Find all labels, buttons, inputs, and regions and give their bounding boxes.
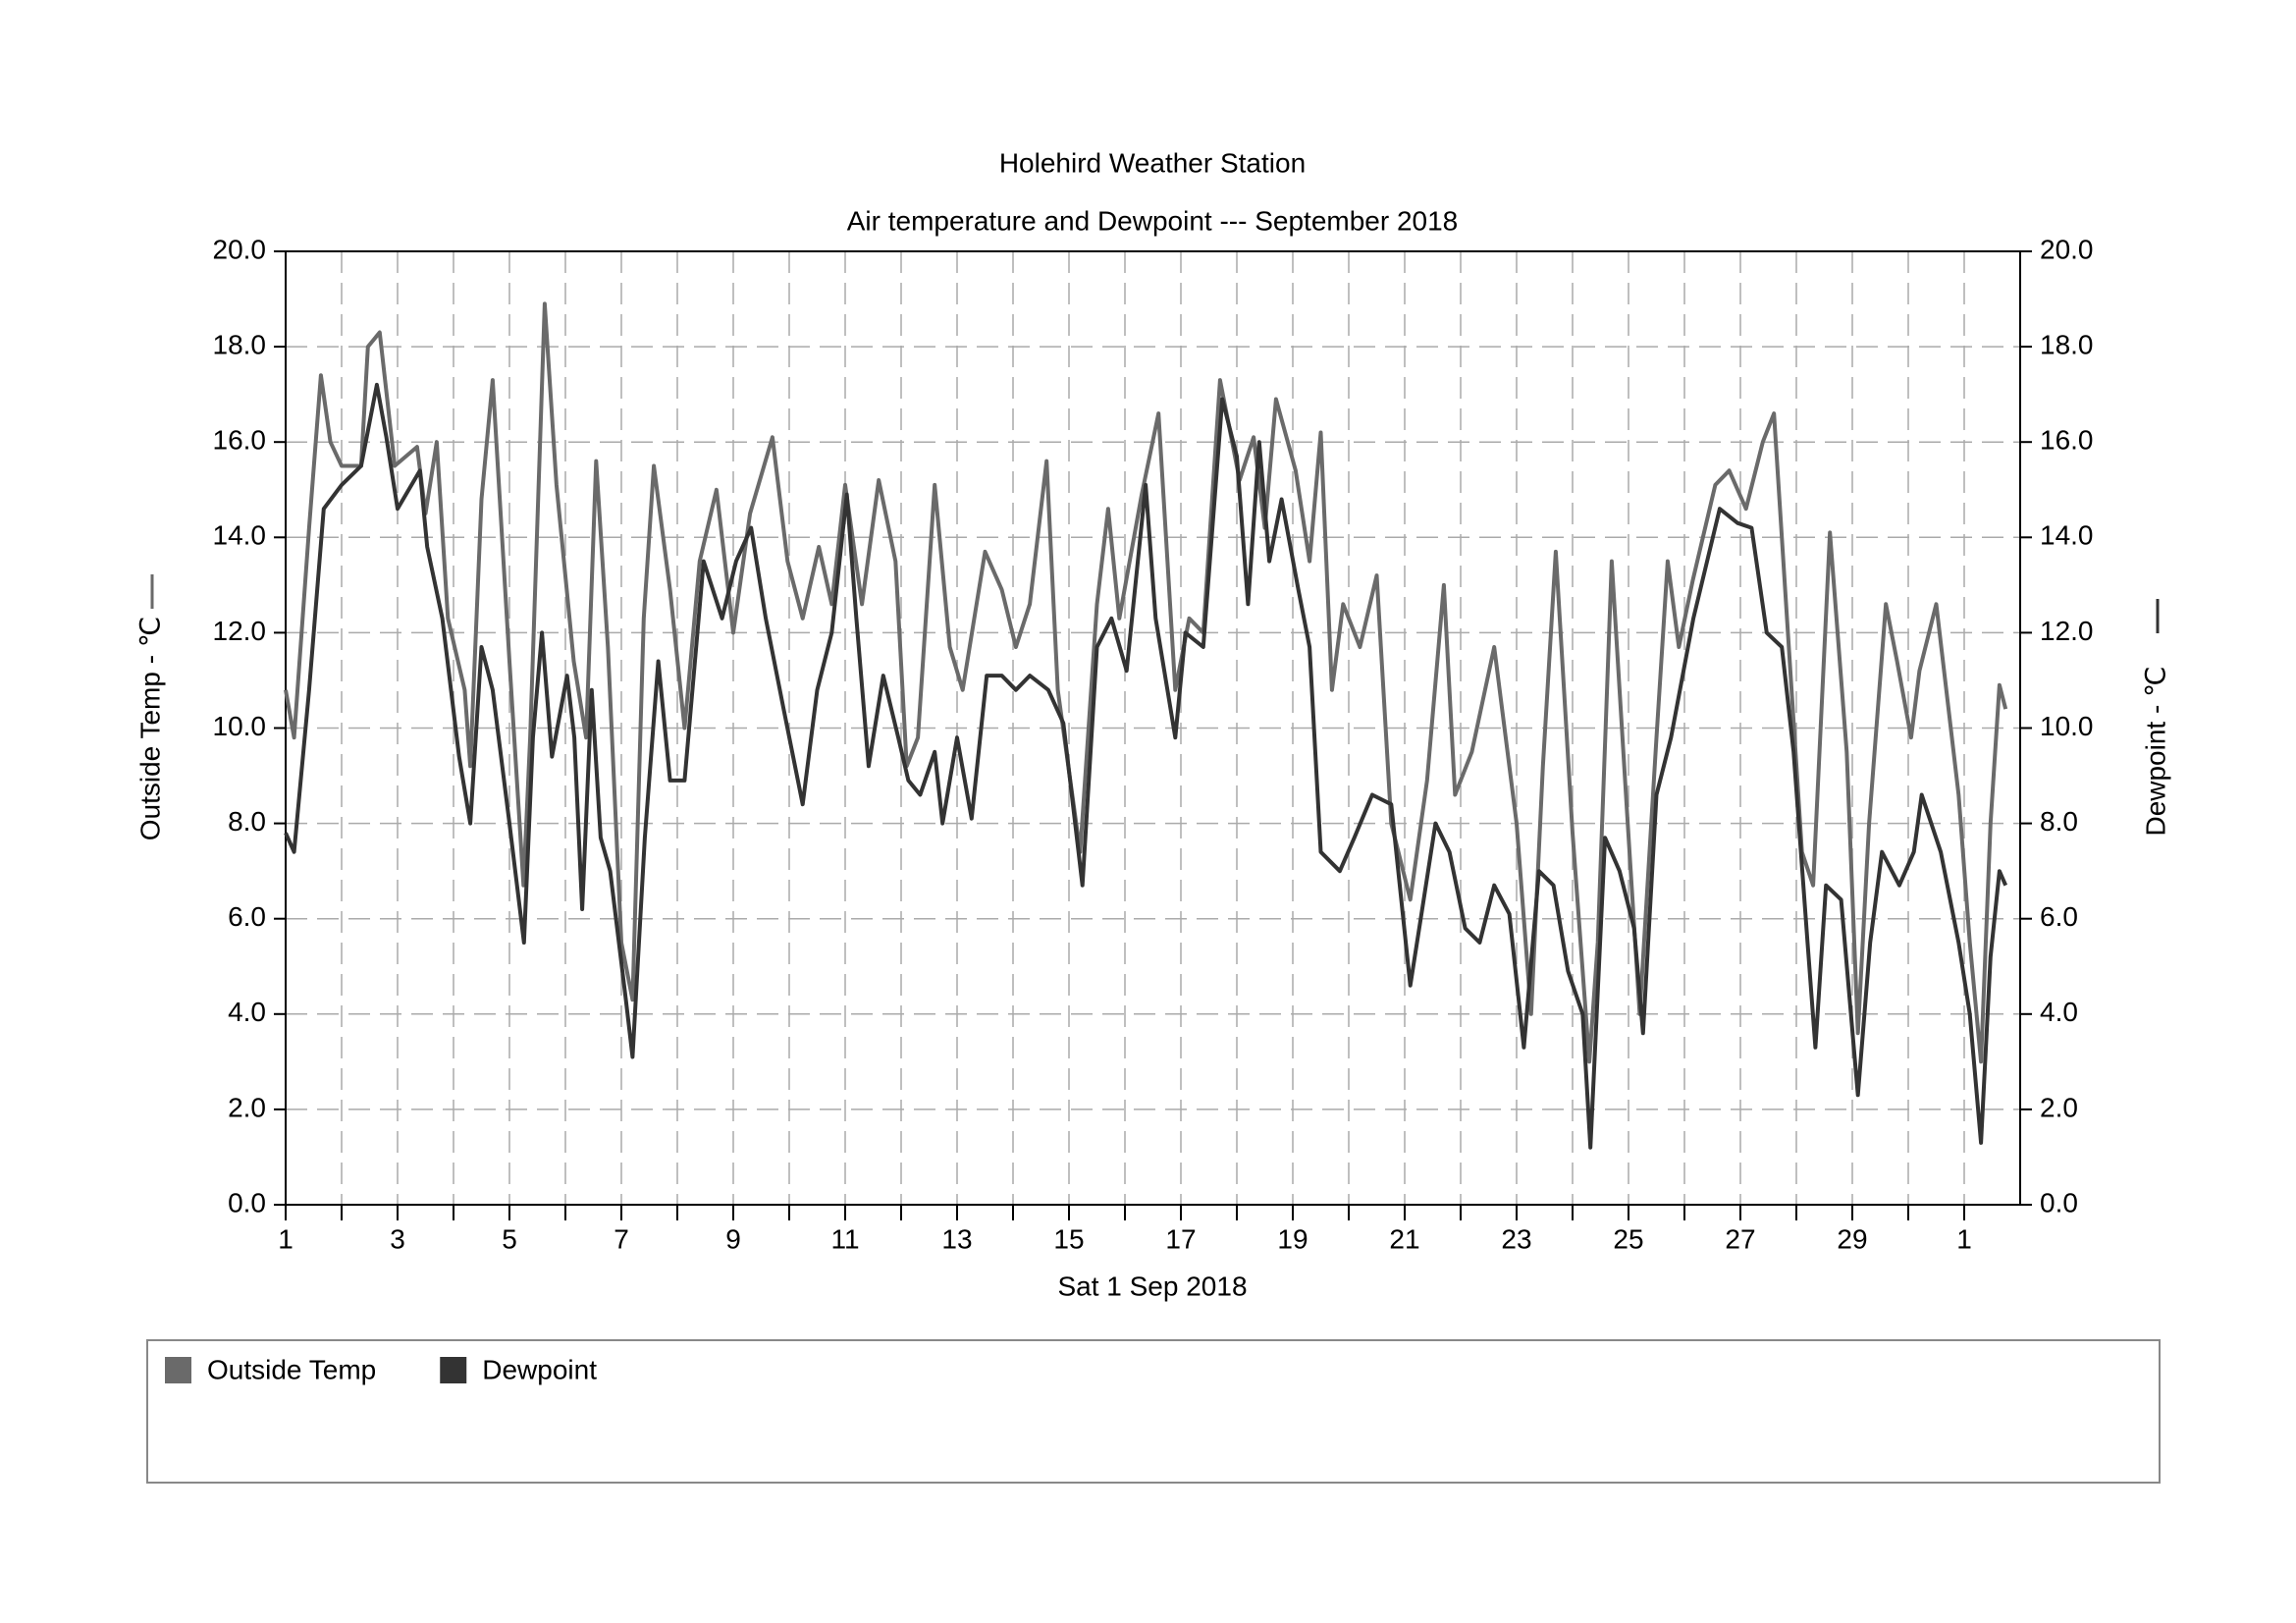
- legend-swatch: [165, 1357, 191, 1383]
- y2-tick-label: 12.0: [2040, 616, 2094, 646]
- legend-swatch: [440, 1357, 467, 1383]
- y2-tick-label: 20.0: [2040, 234, 2094, 264]
- y-tick-label: 14.0: [213, 520, 267, 551]
- x-tick-label: 13: [941, 1223, 972, 1254]
- x-tick-label: 11: [830, 1223, 859, 1254]
- x-tick-label: 23: [1501, 1223, 1531, 1254]
- plot-frame: [285, 250, 2021, 1206]
- y2-tick-label: 16.0: [2040, 425, 2094, 456]
- legend-label: Outside Temp: [207, 1354, 376, 1384]
- x-tick-label: 1: [278, 1223, 294, 1254]
- y2-tick-label: 10.0: [2040, 711, 2094, 741]
- y2-tick-label: 2.0: [2040, 1092, 2078, 1122]
- y2-tick-label: 18.0: [2040, 329, 2094, 359]
- data-line: [284, 382, 2008, 1150]
- x-tick-label: 25: [1613, 1223, 1643, 1254]
- y-tick-label: 8.0: [228, 806, 266, 837]
- x-tick-label: 27: [1725, 1223, 1755, 1254]
- chart-subtitle: Air temperature and Dewpoint --- Septemb…: [847, 205, 1459, 236]
- x-tick-label: 5: [502, 1223, 517, 1254]
- y2-tick-label: 8.0: [2040, 806, 2078, 837]
- y-tick-label: 10.0: [213, 711, 267, 741]
- y-tick-label: 16.0: [213, 425, 267, 456]
- legend-box: [146, 1339, 2161, 1484]
- y-tick-label: 6.0: [228, 901, 266, 932]
- y2-tick-label: 14.0: [2040, 520, 2094, 551]
- y2-tick-label: 4.0: [2040, 997, 2078, 1027]
- x-tick-label: 29: [1837, 1223, 1867, 1254]
- x-tick-label: 15: [1053, 1223, 1084, 1254]
- y-axis-label: Outside Temp - ℃: [134, 617, 165, 841]
- y2-tick-label: 0.0: [2040, 1187, 2078, 1217]
- y-tick-label: 2.0: [228, 1092, 266, 1122]
- legend-label: Dewpoint: [482, 1354, 597, 1384]
- x-tick-label: 7: [614, 1223, 629, 1254]
- data-line: [284, 301, 2008, 1064]
- y-tick-label: 12.0: [213, 616, 267, 646]
- x-axis-label: Sat 1 Sep 2018: [1057, 1271, 1247, 1301]
- y-tick-label: 18.0: [213, 329, 267, 359]
- x-tick-label: 9: [725, 1223, 741, 1254]
- y-tick-label: 0.0: [228, 1187, 266, 1217]
- x-tick-label: 1: [1956, 1223, 1972, 1254]
- x-tick-label: 3: [390, 1223, 405, 1254]
- y-tick-label: 4.0: [228, 997, 266, 1027]
- x-tick-label: 21: [1389, 1223, 1419, 1254]
- x-tick-label: 17: [1165, 1223, 1196, 1254]
- y2-axis-label: Dewpoint - ℃: [2140, 666, 2170, 836]
- chart-title: Holehird Weather Station: [999, 147, 1306, 178]
- x-tick-label: 19: [1277, 1223, 1308, 1254]
- y2-tick-label: 6.0: [2040, 901, 2078, 932]
- y-tick-label: 20.0: [213, 234, 267, 264]
